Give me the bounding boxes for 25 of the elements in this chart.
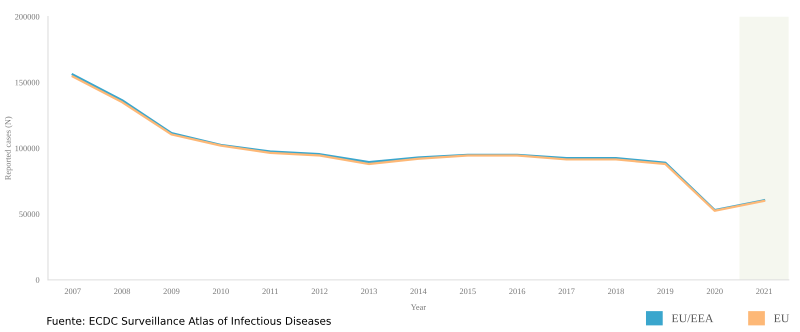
y-tick-label: 150000 <box>15 80 40 86</box>
x-tick-label: 2019 <box>657 288 674 294</box>
x-tick-label: 2020 <box>706 288 723 294</box>
x-tick-label: 2007 <box>64 288 81 294</box>
x-tick-label: 2008 <box>114 288 130 294</box>
y-axis-title: Reported cases (N) <box>4 116 12 180</box>
x-tick-label: 2013 <box>361 288 378 294</box>
x-tick-label: 2011 <box>262 288 278 294</box>
y-tick-label: 0 <box>36 277 40 283</box>
y-tick-label: 50000 <box>19 211 40 218</box>
x-tick-label: 2014 <box>410 288 427 294</box>
x-tick-label: 2009 <box>164 288 180 294</box>
legend-label: EU/EEA <box>672 314 714 322</box>
x-tick-label: 2012 <box>312 288 328 294</box>
x-axis-title: Year <box>410 304 426 310</box>
x-tick-label: 2016 <box>509 288 526 294</box>
legend-label: EU <box>774 314 790 322</box>
source-note: Fuente: ECDC Surveillance Atlas of Infectious Diseases <box>47 316 331 325</box>
x-tick-label: 2017 <box>558 288 575 294</box>
x-tick-label: 2018 <box>608 288 624 294</box>
x-tick-label: 2015 <box>460 288 476 294</box>
x-tick-label: 2021 <box>756 288 772 294</box>
y-tick-label: 200000 <box>15 14 40 20</box>
y-tick-label: 100000 <box>15 146 40 152</box>
x-tick-label: 2010 <box>212 288 229 294</box>
